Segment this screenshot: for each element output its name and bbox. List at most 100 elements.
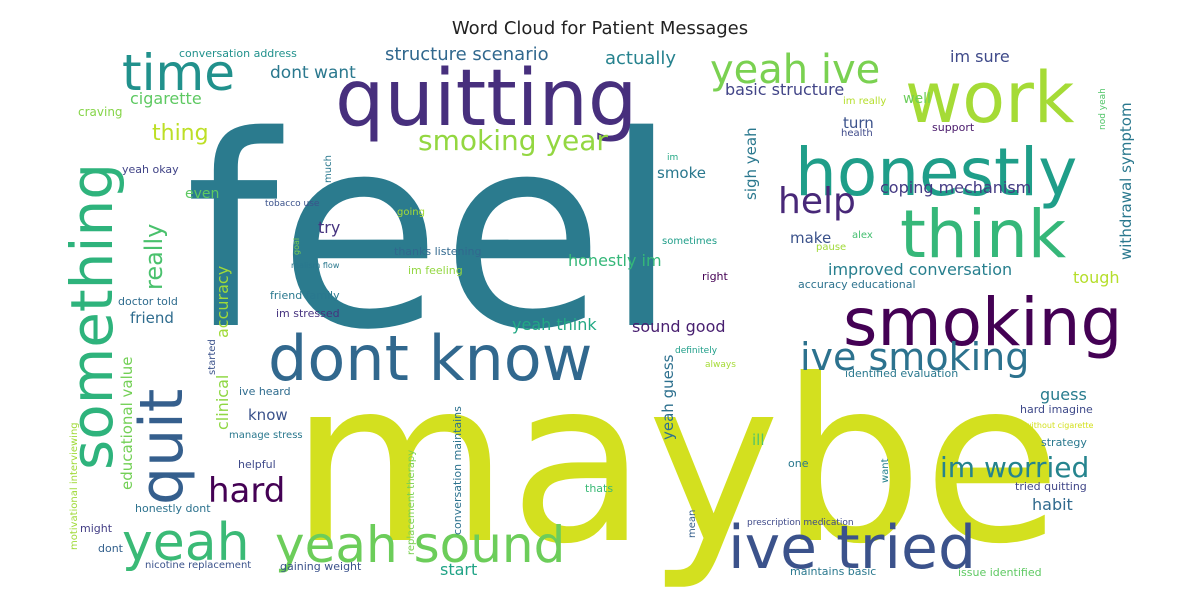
word-much: much (323, 155, 334, 183)
word-tobacco-use: tobacco use (265, 199, 320, 209)
word-yeah: yeah (122, 513, 250, 573)
word-right: right (702, 270, 729, 283)
word-think: think (900, 196, 1067, 273)
word-dont: dont (98, 542, 124, 555)
word-thats: thats (585, 482, 613, 495)
word-sigh-yeah: sigh yeah (742, 127, 760, 200)
word-im-really: im really (843, 96, 886, 107)
word-quitting: quitting (335, 54, 637, 144)
word-identified-evaluation: identified evaluation (845, 367, 958, 380)
word-hard: hard (208, 471, 285, 511)
word-ive-heard: ive heard (239, 385, 291, 398)
word-something: something (58, 163, 126, 470)
word-yeah-sound: yeah sound (275, 516, 565, 574)
word-want: want (880, 458, 891, 483)
word-alex: alex (852, 230, 873, 241)
word-withdrawal-symptom: withdrawal symptom (1117, 102, 1135, 260)
word-doctor-told: doctor told (118, 295, 178, 308)
word-actually: actually (605, 48, 676, 69)
word-guess: guess (1040, 385, 1087, 404)
word-yeah-ive: yeah ive (710, 47, 880, 93)
word-might: might (80, 522, 113, 535)
word-well: well (903, 91, 931, 107)
word-improved-conversation: improved conversation (828, 260, 1012, 279)
word-sound-good: sound good (632, 317, 726, 336)
word-manage-stress: manage stress (229, 430, 303, 441)
word-habit: habit (1032, 495, 1073, 514)
word-health: health (841, 128, 873, 139)
word-smoke: smoke (657, 164, 706, 182)
word-make: make (790, 229, 831, 247)
word-support: support (932, 121, 975, 134)
word-strategy: strategy (1041, 436, 1087, 449)
word-smoking-year: smoking year (418, 124, 608, 157)
word-thanks-listening: thanks listening (394, 245, 482, 258)
word-ill: ill (752, 431, 765, 449)
word-try: try (318, 218, 340, 237)
word-im-worried: im worried (940, 451, 1089, 484)
word-im-feeling: im feeling (408, 264, 463, 277)
word-quit: quit (127, 389, 197, 505)
word-maintains-basic: maintains basic (790, 565, 876, 578)
word-friend: friend (130, 309, 174, 327)
word-feel: feel (185, 80, 678, 388)
word-prescription-medication: prescription medication (747, 518, 854, 528)
word-without-cigarette: without cigarette (1025, 421, 1094, 430)
word-yeah-think: yeah think (512, 315, 597, 334)
word-realism-flow: realism flow (291, 261, 340, 270)
word-work: work (905, 57, 1075, 139)
word-goal: goal (292, 238, 301, 255)
word-pause: pause (816, 242, 846, 253)
word-yeah-guess: yeah guess (659, 354, 677, 440)
chart-title: Word Cloud for Patient Messages (451, 18, 749, 39)
word-ive-smoking: ive smoking (800, 335, 1029, 379)
word-gaining-weight: gaining weight (280, 560, 362, 573)
word-dont-want: dont want (270, 63, 356, 83)
word-friend-family: friend family (270, 289, 340, 302)
word-issue-identified: issue identified (958, 566, 1042, 579)
word-helpful: helpful (238, 458, 276, 471)
word-really: really (140, 224, 168, 290)
word-smoking: smoking (843, 284, 1122, 361)
word-ive-tried: ive tried (728, 513, 976, 583)
word-turn: turn (843, 114, 874, 132)
word-dont-know: dont know (268, 322, 592, 395)
word-structure-scenario: structure scenario (385, 44, 549, 65)
word-coping-mechanism: coping mechanism (880, 178, 1031, 197)
word-conversation-address: conversation address (179, 47, 297, 60)
word-always: always (705, 360, 736, 370)
word-clinical: clinical (213, 375, 232, 430)
word-even: even (185, 186, 219, 202)
word-maybe: maybe (290, 332, 1061, 594)
word-cigarette: cigarette (130, 89, 202, 108)
word-replacement-therapy: replacement therapy (406, 450, 417, 555)
word-thing: thing (152, 121, 209, 146)
word-motivational-interviewing: motivational interviewing (69, 422, 80, 550)
word-one: one (788, 457, 809, 470)
word-sometimes: sometimes (662, 236, 717, 247)
word-basic-structure: basic structure (725, 80, 844, 99)
word-started: started (207, 339, 218, 375)
word-going: going (397, 207, 425, 218)
word-im-stressed: im stressed (276, 307, 340, 320)
word-time: time (122, 44, 235, 102)
word-tough: tough (1073, 268, 1120, 287)
word-im-sure: im sure (950, 47, 1010, 66)
word-conversation-maintains: conversation maintains (451, 406, 464, 535)
word-help: help (778, 181, 856, 222)
word-hard-imagine: hard imagine (1020, 403, 1093, 416)
word-know: know (248, 406, 288, 424)
word-honestly-dont: honestly dont (135, 502, 211, 515)
word-craving: craving (78, 105, 123, 119)
word-nicotine-replacement: nicotine replacement (145, 560, 251, 571)
word-mean: mean (687, 510, 698, 538)
word-yeah-okay: yeah okay (122, 163, 179, 176)
word-im: im (667, 153, 678, 163)
word-start: start (440, 560, 477, 579)
word-accuracy-educational: accuracy educational (798, 278, 916, 291)
word-honestly-im: honestly im (568, 251, 662, 270)
word-educational-value: educational value (118, 356, 136, 490)
word-accuracy: accuracy (213, 266, 232, 338)
word-honestly: honestly (795, 134, 1077, 211)
